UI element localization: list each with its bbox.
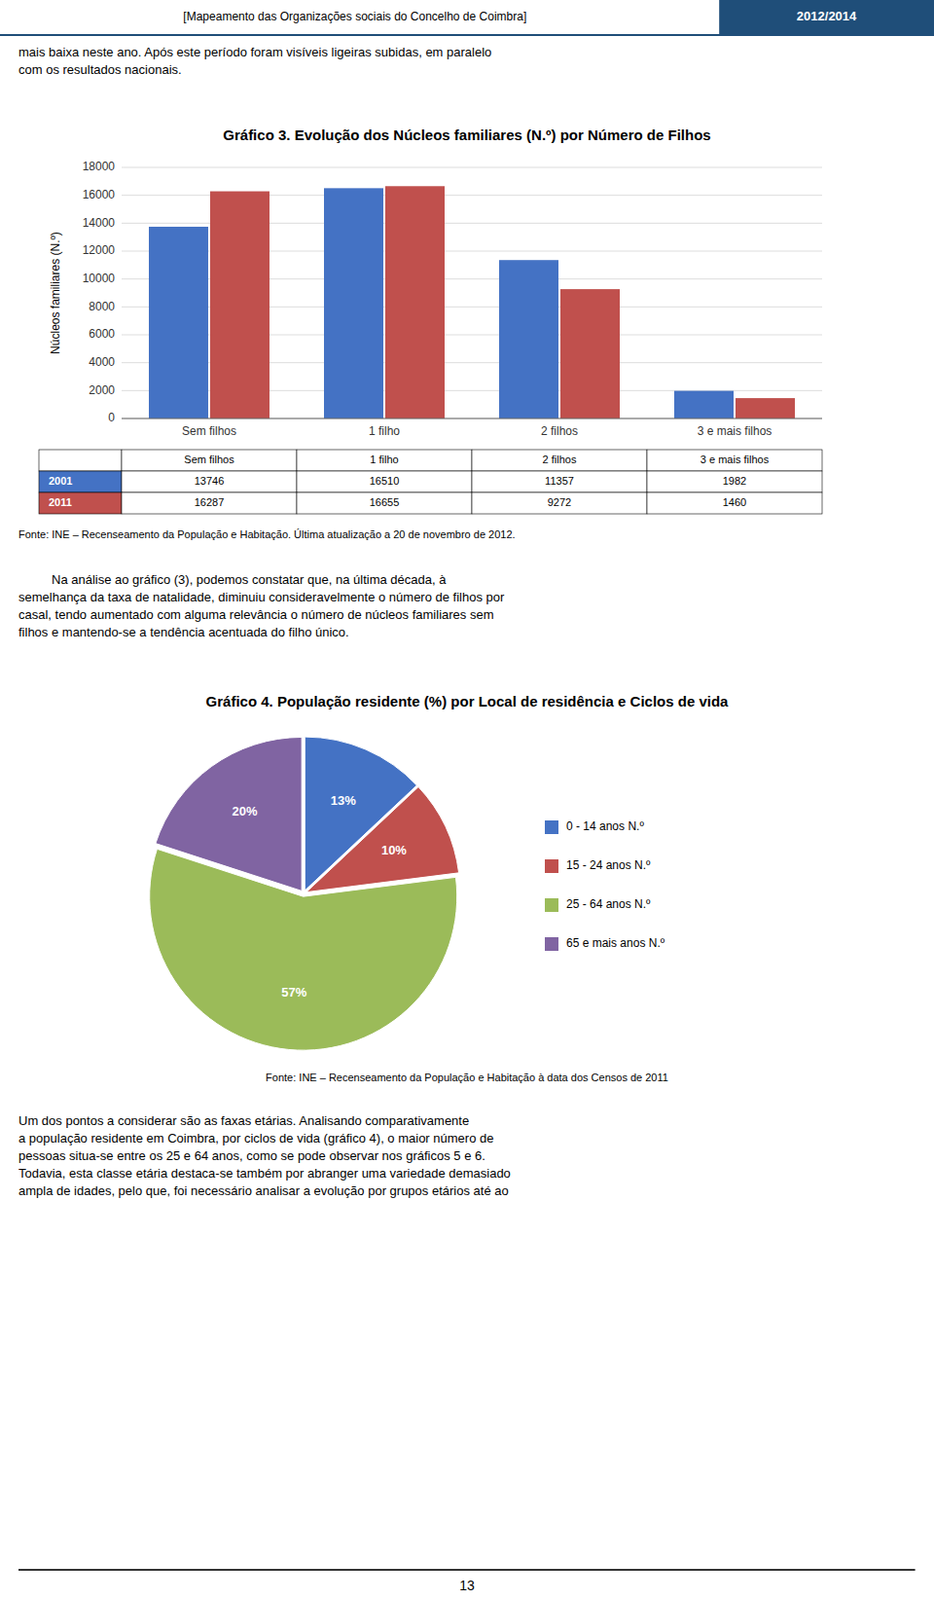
table-cell (296, 470, 472, 493)
table-series-cell (38, 470, 122, 493)
y-tick-label: 12000 (82, 243, 116, 257)
y-axis-label: Núcleos familiares (N.º) (48, 231, 63, 355)
bar (323, 187, 384, 419)
table-cell (646, 492, 823, 514)
y-tick-label: 16000 (82, 187, 116, 202)
intro-text: mais baixa neste ano. Após este período … (18, 44, 492, 60)
bar (674, 391, 734, 419)
footer-text: Um dos pontos a considerar são as faxas … (18, 1113, 469, 1128)
bars (148, 185, 795, 419)
legend-label: 65 e mais anos N.º (566, 935, 666, 950)
table-series-cell (38, 492, 122, 514)
table-value: 1460 (722, 496, 747, 508)
y-tick-label: 14000 (82, 215, 116, 230)
footer-text: pessoas situa-se entre os 25 e 64 anos, … (18, 1148, 486, 1163)
bar (385, 185, 445, 419)
table-header: 3 e mais filhos (700, 453, 770, 466)
grid-line (121, 167, 823, 169)
data-label: 20% (232, 803, 258, 819)
x-tick-label: 1 filho (368, 424, 400, 438)
table-series-name: 2001 (48, 474, 72, 487)
table-value: 16510 (369, 474, 400, 487)
bar (499, 259, 559, 419)
x-tick-label: Sem filhos (181, 424, 237, 438)
bar (735, 397, 795, 419)
legend: 0 - 14 anos N.º 15 - 24 anos N.º 25 - 64 a… (544, 819, 666, 951)
y-tick-label: 4000 (88, 355, 115, 369)
data-label: 13% (330, 792, 357, 808)
body-text: semelhança da taxa de natalidade, diminu… (18, 589, 505, 605)
footer-text: Todavia, esta classe etária destaca-se t… (18, 1165, 511, 1181)
table-value: 13746 (194, 474, 225, 487)
legend-label: 0 - 14 anos N.º (566, 819, 645, 833)
table-value: 9272 (547, 496, 572, 508)
body-text: casal, tendo aumentado com alguma relevâ… (18, 607, 494, 622)
chart-title: Gráfico 4. População residente (%) por L… (206, 692, 729, 710)
table-value: 11357 (544, 474, 575, 487)
y-tick-label: 2000 (88, 383, 115, 397)
y-tick-label: 0 (107, 410, 115, 425)
table-cell (121, 470, 297, 493)
table-cell (121, 492, 297, 514)
table-cell (38, 449, 122, 471)
body-text: filhos e mantendo-se a tendência acentua… (18, 624, 350, 640)
table-value: 16655 (369, 496, 400, 508)
grid-line (121, 418, 823, 420)
pie-slice (149, 848, 458, 1050)
bar (210, 191, 270, 419)
body-text: Na análise ao gráfico (3), podemos const… (51, 572, 447, 587)
table-header: 1 filho (369, 453, 398, 466)
table-cell (471, 449, 647, 471)
footer-text: a população residente em Coimbra, por ci… (18, 1130, 494, 1146)
pie (149, 736, 460, 1050)
legend-label: 25 - 64 anos N.º (566, 897, 651, 911)
table-series-name: 2011 (48, 496, 72, 508)
y-tick-label: 10000 (82, 271, 116, 286)
x-axis-line (121, 418, 823, 420)
y-tick-label: 18000 (82, 159, 116, 174)
data-label: 57% (281, 984, 307, 1000)
legend-swatch (544, 936, 559, 951)
footer-rule (18, 1568, 916, 1571)
table-value: 1982 (722, 474, 747, 487)
footer-text: ampla de idades, pelo que, foi necessári… (18, 1183, 509, 1198)
data-label: 10% (381, 842, 407, 858)
header-year-block (718, 0, 934, 35)
header-rule (0, 34, 934, 36)
chart-source: Fonte: INE – Recenseamento da População … (265, 1071, 669, 1083)
table-header: Sem filhos (183, 453, 235, 466)
x-tick-label: 2 filhos (540, 424, 578, 438)
table-cell (646, 449, 823, 471)
data-table: Sem filhos 1 filho 2 filhos 3 e mais filhos… (38, 449, 823, 514)
pie-slice (306, 786, 460, 892)
table-cell (296, 492, 472, 514)
legend-swatch (544, 859, 559, 873)
page-year: 2012/2014 (796, 8, 858, 24)
intro-text: com os resultados nacionais. (18, 62, 182, 77)
table-cell (471, 492, 647, 514)
table-cell (646, 470, 823, 493)
legend-swatch (544, 820, 559, 834)
table-value: 16287 (194, 496, 225, 508)
chart-source: Fonte: INE – Recenseamento da População … (18, 528, 516, 540)
bar (148, 226, 209, 419)
bar (560, 288, 620, 419)
x-tick-label: 3 e mais filhos (697, 424, 773, 438)
chart-title: Gráfico 3. Evolução dos Núcleos familiar… (222, 126, 711, 144)
table-cell (296, 449, 472, 471)
table-cell (471, 470, 647, 493)
legend-label: 15 - 24 anos N.º (566, 858, 651, 872)
page-number: 13 (459, 1577, 475, 1593)
y-tick-label: 8000 (88, 299, 115, 314)
table-header: 2 filhos (542, 453, 577, 466)
pie-slice (155, 736, 302, 891)
table-cell (121, 449, 297, 471)
y-tick-label: 6000 (88, 326, 115, 341)
page: [Mapeamento das Organizações sociais do … (0, 0, 934, 1600)
legend-swatch (544, 898, 559, 912)
page-title: [Mapeamento das Organizações sociais do … (182, 9, 527, 24)
header-background (0, 0, 934, 35)
